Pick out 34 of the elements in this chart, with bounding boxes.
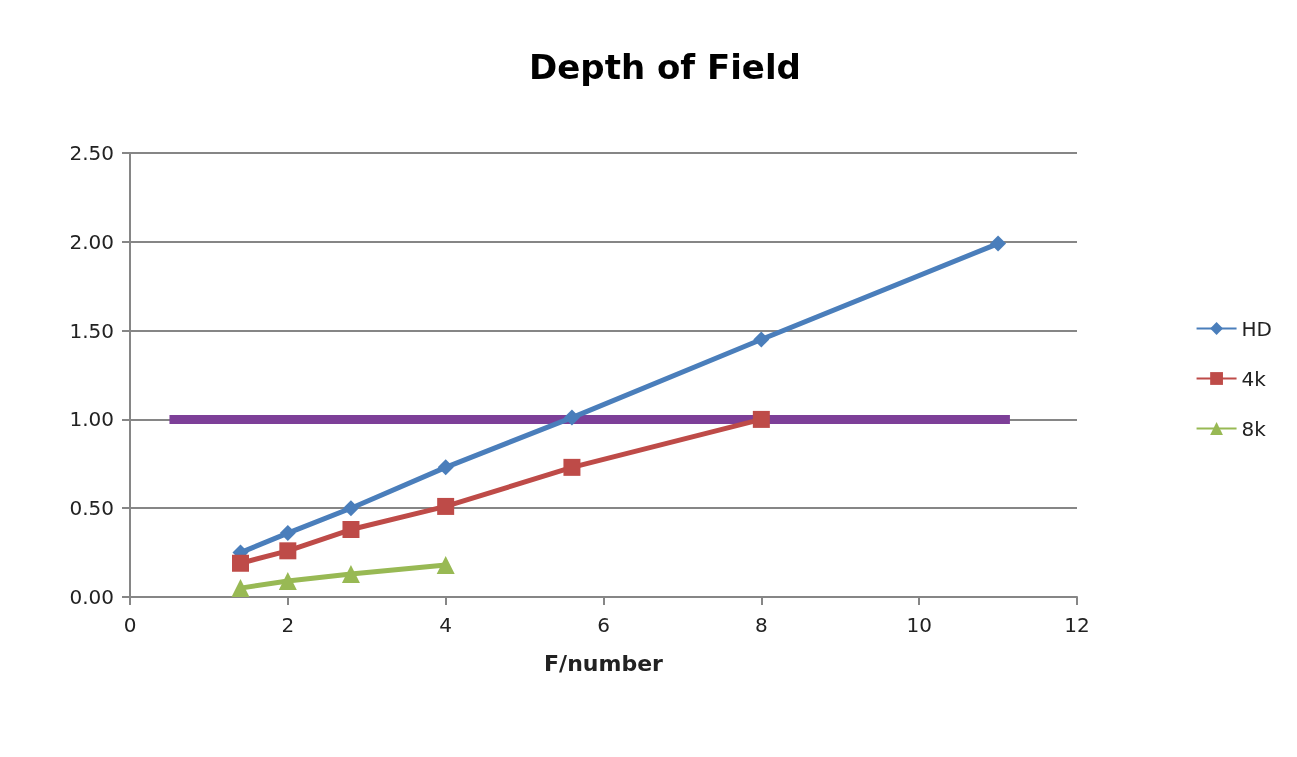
point	[278, 572, 297, 591]
point	[437, 459, 454, 476]
point	[279, 525, 296, 542]
legend-label: 4k	[1241, 366, 1267, 391]
point	[563, 458, 581, 476]
x-tick-label: 8	[754, 613, 768, 637]
point	[436, 556, 455, 575]
point	[752, 410, 770, 428]
chart-title: Depth of Field	[529, 47, 801, 87]
x-tick-label: 0	[123, 613, 137, 637]
y-tick-label: 0.50	[69, 496, 114, 521]
point	[563, 409, 580, 426]
x-axis-title: F/number	[544, 650, 664, 676]
point	[231, 579, 250, 598]
point	[342, 521, 360, 539]
legend-label: HD	[1241, 316, 1273, 341]
x-tick-label: 10	[906, 613, 932, 637]
point	[990, 235, 1007, 252]
y-tick-label: 1.00	[69, 407, 114, 432]
y-tick-label: 2.50	[69, 141, 114, 165]
point	[753, 331, 770, 348]
point	[231, 554, 249, 572]
y-tick-label: 1.50	[69, 318, 114, 343]
point	[437, 497, 455, 515]
x-tick-label: 4	[439, 613, 453, 637]
y-tick-label: 0.00	[69, 585, 114, 609]
point	[341, 564, 360, 583]
legend-label: 8k	[1241, 416, 1267, 441]
point	[342, 500, 359, 517]
x-tick-label: 12	[1064, 613, 1090, 637]
x-tick-label: 6	[597, 613, 610, 637]
y-tick-label: 2.00	[69, 229, 114, 254]
x-tick-label: 2	[281, 613, 295, 637]
point	[279, 542, 297, 560]
